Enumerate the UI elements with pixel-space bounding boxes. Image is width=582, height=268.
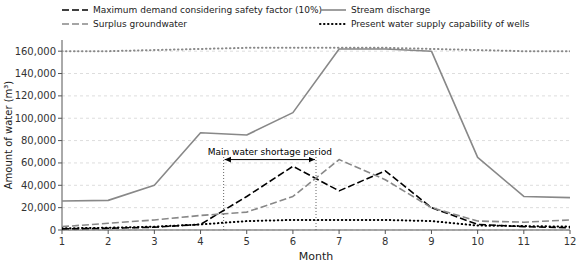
grid-line (62, 73, 570, 74)
x-tick (108, 230, 109, 234)
y-tick (58, 118, 62, 119)
x-tick-label: 10 (471, 236, 484, 247)
legend-label: Stream discharge (351, 5, 431, 15)
x-axis-label: Month (299, 250, 334, 263)
x-tick-label: 8 (382, 236, 388, 247)
x-tick (154, 230, 155, 234)
axes: 0 20,000 40,000 60,000 80,000 100,000 120,000 1… (15, 40, 577, 247)
y-tick (58, 95, 62, 96)
legend-label: Surplus groundwater (93, 19, 187, 29)
y-tick (58, 140, 62, 141)
x-tick (385, 230, 386, 234)
legend-swatch (320, 23, 346, 25)
x-tick (431, 230, 432, 234)
y-tick (58, 185, 62, 186)
y-tick (58, 162, 62, 163)
y-tick (58, 73, 62, 74)
y-tick-label: 140,000 (15, 68, 56, 79)
y-tick-label: 80,000 (21, 135, 56, 146)
y-tick-label: 40,000 (21, 180, 56, 191)
y-tick-label: 120,000 (15, 90, 56, 101)
annotation-boundary (223, 155, 224, 230)
y-tick-label: 160,000 (15, 46, 56, 57)
y-tick-label: 100,000 (15, 113, 56, 124)
grid-line (62, 95, 570, 96)
y-tick-label: 20,000 (21, 202, 56, 213)
legend-label: Present water supply capability of wells (351, 19, 530, 29)
x-tick-label: 9 (428, 236, 434, 247)
x-tick (62, 230, 63, 234)
x-tick (523, 230, 524, 234)
series-line (62, 48, 570, 51)
x-tick (339, 230, 340, 234)
chart: 0 20,000 40,000 60,000 80,000 100,000 120,000 1… (0, 0, 582, 268)
grid-line (62, 140, 570, 141)
grid (62, 51, 570, 230)
y-axis-label: Amount of water (m³) (3, 81, 14, 190)
x-tick (570, 230, 571, 234)
y-tick (58, 207, 62, 208)
grid-line (62, 207, 570, 208)
x-tick-label: 2 (105, 236, 111, 247)
legend-swatch (62, 23, 88, 25)
annotation-arrow (225, 159, 315, 160)
x-tick (292, 230, 293, 234)
legend: Maximum demand considering safety factor… (62, 5, 530, 29)
x-tick-label: 4 (197, 236, 203, 247)
annotation-text: Main water shortage period (208, 147, 332, 157)
grid-line (62, 118, 570, 119)
x-tick-label: 11 (517, 236, 530, 247)
x-tick (246, 230, 247, 234)
series-line (62, 220, 570, 228)
series-group (62, 48, 570, 229)
x-tick (200, 230, 201, 234)
x-tick-label: 1 (59, 236, 65, 247)
x-tick-label: 12 (564, 236, 577, 247)
y-tick (58, 230, 62, 231)
annotations: Main water shortage period (208, 147, 332, 230)
legend-swatch (62, 9, 88, 11)
x-tick-label: 7 (336, 236, 342, 247)
x-tick-label: 3 (151, 236, 157, 247)
legend-swatch (320, 9, 346, 11)
x-tick-label: 5 (244, 236, 250, 247)
x-tick-label: 6 (290, 236, 296, 247)
y-tick-label: 60,000 (21, 157, 56, 168)
y-tick (58, 51, 62, 52)
y-tick-label: 0 (50, 225, 56, 236)
x-tick (477, 230, 478, 234)
annotation-boundary (316, 155, 317, 230)
legend-label: Maximum demand considering safety factor… (93, 5, 322, 15)
